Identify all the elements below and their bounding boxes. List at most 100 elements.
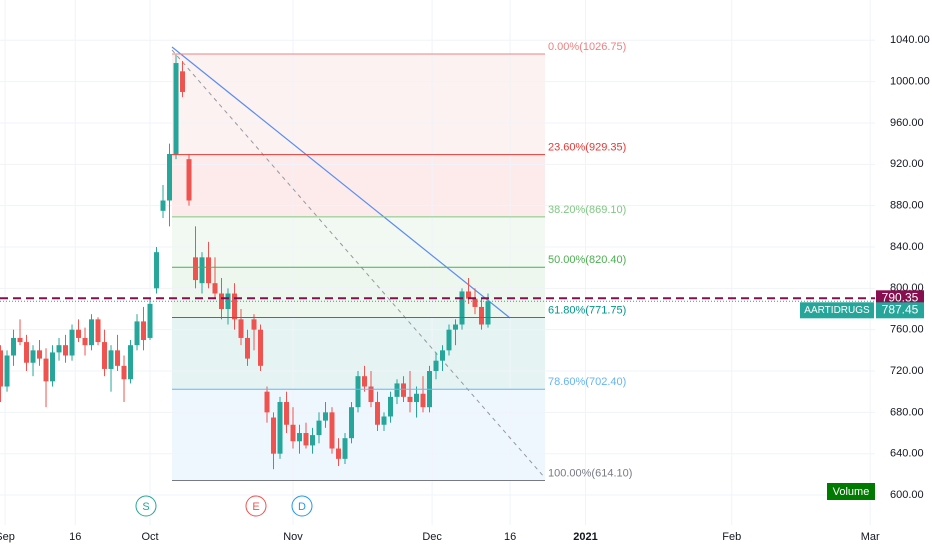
candle-body (342, 438, 348, 459)
candle-body (336, 448, 342, 459)
x-tick-label: Sep (0, 531, 15, 543)
last-price-label: 787.45 (882, 302, 919, 316)
event-label: S (142, 501, 149, 513)
candle-body (219, 293, 225, 310)
candle-body (95, 319, 101, 343)
candle-body (459, 291, 465, 325)
candle-body (414, 393, 420, 403)
event-marker (291, 495, 313, 517)
candle-body (50, 352, 56, 382)
candle-body (108, 350, 114, 369)
x-tick-label: Nov (283, 531, 303, 543)
candle-body (420, 393, 426, 408)
candle-body (329, 412, 335, 449)
candle-body (485, 301, 491, 325)
fib-label: 100.00%(614.10) (548, 467, 632, 479)
candle-body (251, 319, 257, 330)
candle-body (167, 153, 173, 201)
candle-body (154, 252, 160, 289)
candle-body (453, 324, 459, 330)
candle-body (232, 293, 238, 320)
candle-body (4, 355, 10, 387)
candle-body (407, 396, 413, 403)
y-tick-label: 720.00 (890, 365, 924, 377)
event-marker (135, 495, 157, 517)
y-tick-label: 1040.00 (890, 34, 930, 46)
candle-body (82, 337, 88, 346)
candle-body (102, 342, 108, 369)
candle-body (355, 376, 361, 408)
y-tick-label: 920.00 (890, 158, 924, 170)
event-label: E (252, 501, 259, 513)
candle-body (160, 200, 166, 211)
x-tick-label: Feb (722, 531, 741, 543)
x-tick-label: Oct (141, 531, 158, 543)
fib-label: 38.20%(869.10) (548, 204, 626, 216)
y-tick-label: 760.00 (890, 324, 924, 336)
event-label: D (298, 501, 306, 513)
candle-body (401, 383, 407, 397)
candle-body (349, 407, 355, 439)
candle-body (284, 402, 290, 425)
y-tick-label: 960.00 (890, 117, 924, 129)
candle-body (206, 257, 212, 284)
y-tick-label: 680.00 (890, 406, 924, 418)
x-tick-label: 16 (69, 531, 81, 543)
candle-body (24, 342, 30, 363)
candle-body (264, 391, 270, 413)
candle-body (388, 396, 394, 417)
candle-body (446, 329, 452, 351)
candle-body (89, 319, 95, 346)
fib-band (172, 53, 545, 155)
candle-body (310, 435, 316, 446)
candle-body (0, 350, 4, 387)
candle-body (30, 350, 36, 363)
candle-body (479, 306, 485, 325)
candle-body (316, 420, 322, 436)
volume-label: Volume (833, 486, 870, 498)
candle-body (121, 365, 127, 380)
x-tick-label: Dec (422, 531, 442, 543)
candle-body (323, 412, 329, 421)
y-tick-label: 840.00 (890, 241, 924, 253)
y-tick-label: 1000.00 (890, 76, 930, 88)
candle-body (173, 63, 179, 154)
candle-body (381, 416, 387, 425)
candle-body (472, 298, 478, 307)
candle-body (76, 329, 82, 338)
fib-label: 61.80%(771.75) (548, 304, 626, 316)
candle-body (199, 257, 205, 284)
candle-body (180, 71, 186, 92)
candle-body (69, 329, 75, 356)
candle-body (238, 319, 244, 338)
last-price-box (876, 302, 924, 319)
candle-body (17, 337, 23, 343)
candle-body (134, 321, 140, 346)
candle-body (290, 424, 296, 442)
candle-body (271, 417, 277, 454)
candle-body (193, 257, 199, 281)
symbol-label: AARTIDRUGS (804, 305, 870, 316)
candle-body (258, 329, 264, 366)
candle-body (245, 337, 251, 359)
candle-body (128, 345, 134, 380)
fib-band (172, 154, 545, 217)
candle-body (43, 358, 49, 382)
fib-label: 78.60%(702.40) (548, 376, 626, 388)
fib-label: 0.00%(1026.75) (548, 41, 626, 53)
y-tick-label: 880.00 (890, 200, 924, 212)
candle-body (37, 350, 43, 359)
fib-label: 23.60%(929.35) (548, 142, 626, 154)
x-tick-label: Mar (861, 531, 880, 543)
candle-body (375, 402, 381, 425)
candle-body (147, 303, 153, 338)
symbol-box (800, 302, 874, 319)
candle-body (186, 159, 192, 201)
candle-body (212, 283, 218, 294)
y-tick-label: 640.00 (890, 448, 924, 460)
candle-body (394, 383, 400, 397)
fib-label: 50.00%(820.40) (548, 254, 626, 266)
candle-body (11, 337, 17, 356)
candle-body (141, 321, 147, 341)
